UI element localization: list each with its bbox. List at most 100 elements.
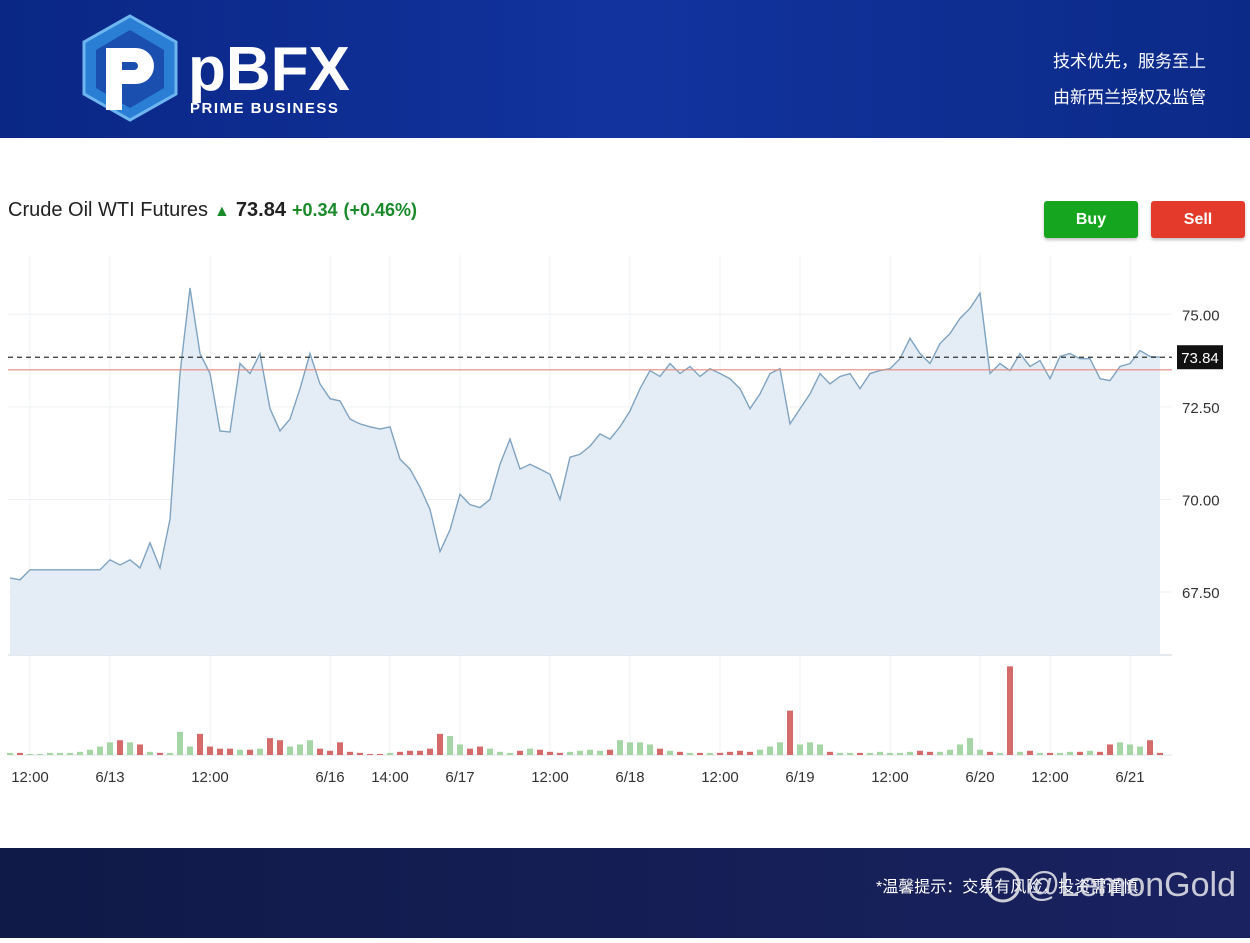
quote-row: Crude Oil WTI Futures ▲ 73.84 +0.34 (+0.… [8, 199, 417, 222]
volume-bar [1077, 751, 1083, 755]
buy-button[interactable]: Buy [1044, 201, 1138, 238]
logo-p [106, 48, 154, 110]
chart: 67.50 70.00 72.50 75.00 12:00 6/13 12:00 6/16 14… [7, 255, 1223, 786]
volume-bar [847, 752, 853, 755]
volume-bar [977, 749, 983, 755]
volume-bar [337, 742, 343, 755]
volume-bar [427, 748, 433, 755]
last-price-label: 73.84 [1181, 350, 1219, 367]
volume-bar [717, 752, 723, 755]
y-tick-label: 72.50 [1182, 400, 1220, 417]
change-pct: (+0.46%) [343, 200, 418, 220]
volume-bar [697, 752, 703, 755]
volume-bar [27, 753, 33, 755]
volume-bar [567, 751, 573, 755]
x-tick-label: 12:00 [191, 769, 229, 786]
y-tick-label: 70.00 [1182, 492, 1220, 509]
volume-bar [457, 744, 463, 755]
y-tick-label: 67.50 [1182, 585, 1220, 602]
volume-bar [1117, 742, 1123, 755]
volume-bar [397, 751, 403, 755]
volume-bar [367, 753, 373, 755]
volume-bar [117, 740, 123, 755]
volume-bar [307, 740, 313, 755]
volume-bar [627, 742, 633, 755]
volume-bar [747, 751, 753, 755]
logo: pBFX PRIME BUSINESS 技术优先，服务至上 由新西兰授权及监管 [82, 14, 1206, 122]
volume-bar [157, 752, 163, 755]
volume-bar [187, 746, 193, 755]
volume-bar [1037, 752, 1043, 755]
volume-bar [7, 752, 13, 755]
volume-bar [817, 744, 823, 755]
x-tick-label: 12:00 [11, 769, 49, 786]
volume-bar [57, 752, 63, 755]
volume-bar [177, 731, 183, 755]
license: 由新西兰授权及监管 [1053, 88, 1206, 107]
volume-bar [807, 742, 813, 755]
volume-bar [137, 744, 143, 755]
volume-bar [257, 748, 263, 755]
volume-bar [877, 751, 883, 755]
y-tick-label: 75.00 [1182, 307, 1220, 324]
volume-bar [707, 752, 713, 755]
volume-bar [297, 744, 303, 755]
volume-bar [1107, 744, 1113, 755]
notice: *温馨提示：交易有风险，投资需谨慎 [876, 878, 1138, 896]
volume-bar [947, 749, 953, 755]
volume-bar [447, 736, 453, 755]
last-price-box [1177, 345, 1223, 370]
volume-bar [727, 751, 733, 755]
volume-bar [777, 742, 783, 755]
volume-bar [467, 748, 473, 755]
volume-bar [857, 752, 863, 755]
sell-button[interactable]: Sell [1151, 201, 1245, 238]
volume-bar [167, 752, 173, 755]
volume-bar [1097, 751, 1103, 755]
volume-bar [787, 710, 793, 755]
volume-bar [1087, 750, 1093, 755]
volume-bar [227, 748, 233, 755]
tagline: PRIME BUSINESS [190, 100, 339, 117]
volume-bar [617, 740, 623, 755]
volume-bar [1057, 752, 1063, 755]
last-price: 73.84 [235, 199, 286, 221]
volume-bar [147, 751, 153, 755]
volume-bar [1047, 752, 1053, 755]
volume-bar [887, 752, 893, 755]
volume-bar [657, 748, 663, 755]
volume-bar [537, 749, 543, 755]
volume-bar [897, 752, 903, 755]
volume-bar [277, 740, 283, 755]
volume-bar [417, 750, 423, 755]
footer-art: *温馨提示：交易有风险，投资需谨慎 @LemonGold [876, 866, 1236, 904]
footer: *温馨提示：交易有风险，投资需谨慎 @LemonGold [0, 848, 1250, 938]
header: pBFX PRIME BUSINESS 技术优先，服务至上 由新西兰授权及监管 [0, 0, 1250, 138]
volume-bar [407, 750, 413, 755]
volume-bar [357, 752, 363, 755]
brand: pBFX [188, 35, 350, 104]
watermark: @LemonGold [1026, 866, 1236, 904]
volume-bar [1017, 751, 1023, 755]
volume-bar [107, 742, 113, 755]
volume-bar [1027, 750, 1033, 755]
volume-bar [197, 733, 203, 755]
volume-bar [837, 752, 843, 755]
volume-bar [77, 751, 83, 755]
volume-bar [797, 744, 803, 755]
volume-bar [967, 738, 973, 755]
volume-bar [37, 753, 43, 755]
volume-bar [927, 751, 933, 755]
volume-bar [1157, 752, 1163, 755]
change: +0.34 [291, 200, 338, 220]
volume-bar [1067, 751, 1073, 755]
volume-bar [757, 749, 763, 755]
volume-bar [907, 751, 913, 755]
area-fill [10, 287, 1160, 655]
volume-bar [867, 752, 873, 755]
volume-bar [527, 748, 533, 755]
volume-bar [217, 748, 223, 755]
volume-bar [577, 750, 583, 755]
x-tick-label: 6/13 [95, 769, 124, 786]
volume-bar [1147, 740, 1153, 755]
